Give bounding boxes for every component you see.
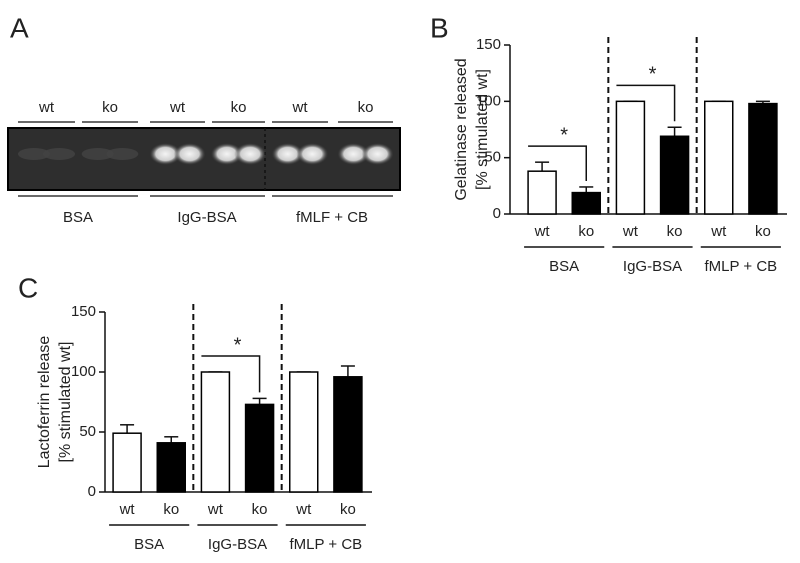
y-axis-label: Lactoferrin release (36, 336, 53, 469)
significance-label: * (560, 124, 568, 146)
lane-label: wt (169, 99, 186, 116)
x-tick-label: ko (163, 501, 179, 518)
y-axis-label: [% stimulated wt] (474, 69, 491, 190)
x-tick-label: wt (119, 501, 136, 518)
bar (704, 100, 734, 215)
gel (7, 127, 401, 191)
group-label: BSA (549, 258, 579, 275)
gel-band (296, 143, 329, 165)
group-label: IgG-BSA (208, 536, 267, 553)
y-tick-label: 0 (493, 205, 501, 222)
y-tick-label: 100 (476, 92, 501, 109)
significance-bracket (528, 145, 587, 181)
group-label: BSA (63, 209, 93, 226)
gel-band (81, 148, 114, 160)
gel-band (106, 148, 139, 160)
bar (571, 191, 601, 215)
significance-bracket (201, 355, 261, 393)
group-label: BSA (134, 536, 164, 553)
x-tick-label: ko (667, 223, 683, 240)
x-tick-label: wt (207, 501, 224, 518)
x-tick-label: wt (710, 223, 727, 240)
x-tick-label: wt (534, 223, 551, 240)
gel-band (149, 143, 182, 165)
lane-label: ko (358, 99, 374, 116)
panel-a: A BSA IgG-BSA fMLF + CB (7, 12, 401, 226)
gel-band (337, 143, 370, 165)
x-tick-label: wt (622, 223, 639, 240)
group-label: fMLP + CB (704, 258, 777, 275)
group-label: fMLP + CB (289, 536, 362, 553)
gel-band (43, 148, 76, 160)
bar (659, 135, 690, 215)
gel-band (17, 148, 50, 160)
lane-label: wt (292, 99, 309, 116)
y-axis-label: Gelatinase released (453, 58, 470, 200)
y-tick-label: 150 (71, 303, 96, 320)
y-tick-label: 0 (88, 483, 96, 500)
significance-bracket (616, 84, 676, 122)
panel-label: C (18, 272, 38, 303)
gel-band (210, 143, 243, 165)
lane-label: ko (102, 99, 118, 116)
gel-band (361, 143, 394, 165)
bar (289, 371, 319, 493)
bar (333, 376, 363, 493)
y-tick-label: 50 (79, 423, 96, 440)
bar (200, 371, 231, 493)
group-label: IgG-BSA (623, 258, 682, 275)
bar (615, 100, 646, 215)
bar (156, 442, 186, 493)
x-tick-label: ko (755, 223, 771, 240)
significance-label: * (649, 64, 657, 86)
x-tick-label: wt (295, 501, 312, 518)
group-label: fMLF + CB (296, 209, 368, 226)
gel-band (173, 143, 206, 165)
significance-label: * (234, 334, 242, 356)
bar (112, 432, 142, 493)
lane-label: wt (38, 99, 55, 116)
lane-label: ko (231, 99, 247, 116)
y-tick-label: 100 (71, 363, 96, 380)
y-tick-label: 150 (476, 36, 501, 53)
x-tick-label: ko (252, 501, 268, 518)
x-tick-label: ko (340, 501, 356, 518)
bar (527, 170, 557, 215)
bar (748, 102, 778, 215)
y-axis-label: [% stimulated wt] (57, 342, 74, 463)
x-tick-label: ko (578, 223, 594, 240)
bar (244, 403, 275, 493)
group-label: IgG-BSA (177, 209, 236, 226)
panel-label: B (430, 12, 449, 43)
gel-band (234, 143, 267, 165)
panel-label: A (10, 12, 29, 43)
y-tick-label: 50 (484, 149, 501, 166)
gel-band (271, 143, 304, 165)
